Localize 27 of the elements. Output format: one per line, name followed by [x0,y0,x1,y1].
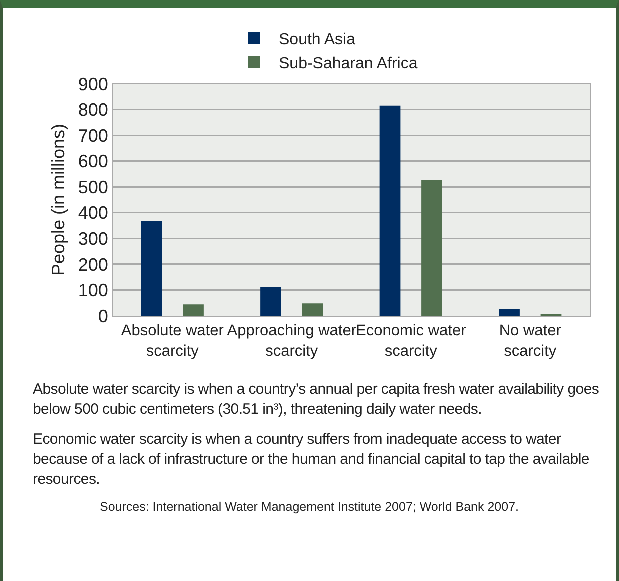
source-note: Sources: International Water Management Institute 2007; World Bank 2007. [99,500,520,514]
bar [422,180,442,316]
y-tick-label: 200 [78,254,108,275]
y-tick-label: 900 [78,74,108,94]
y-tick-label: 100 [78,280,108,301]
bar [380,106,401,316]
legend-label: South Asia [279,32,356,48]
x-tick-label: Approaching water scarcity [227,322,357,360]
x-tick-label: Absolute water scarcity [121,322,224,360]
text: Absolute water scarcity is when a country’s annual per capita fresh water availability goes below 500 cubic centimeters (30.51 in³), threatening daily water needs. [33,380,600,420]
bar [499,310,520,316]
bar [141,221,162,316]
y-tick-label: 400 [78,203,108,224]
y-tick-label: 0 [98,306,108,326]
y-tick-label: 700 [78,126,108,146]
y-axis-title: People (in millions) [48,124,69,276]
y-tick-label: 800 [78,100,108,120]
bar [260,287,282,316]
bar [183,304,204,316]
bar [302,304,324,316]
legend-label: Sub-Saharan Africa [279,55,418,72]
x-tick-label: Economic water scarcity [356,322,466,360]
text: Economic water scarcity is when a country suffers from inadequate access to water because of a lack of infrastructure or the human and financial capital to tap the available resources. [33,430,590,490]
y-tick-label: 500 [78,177,108,198]
x-tick-label: No water scarcity [499,322,562,360]
y-tick-label: 300 [78,228,108,249]
y-tick-label: 600 [78,152,108,172]
